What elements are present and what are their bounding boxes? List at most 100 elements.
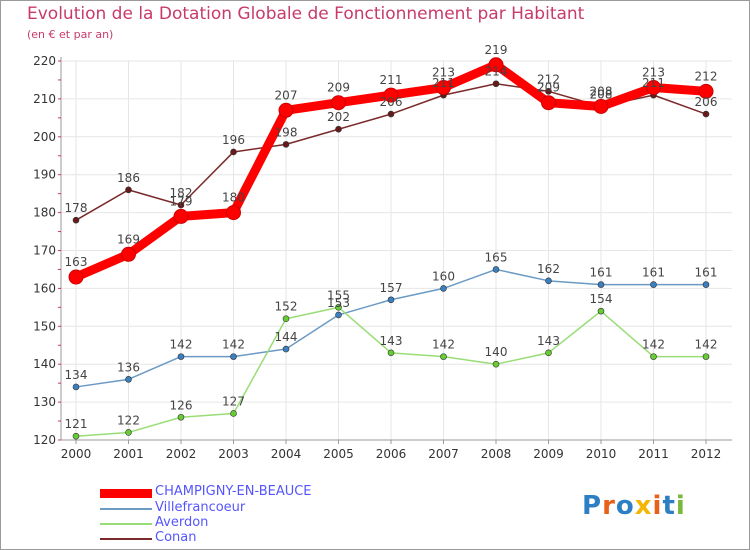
data-point (125, 429, 132, 436)
x-tick-label: 2003 (218, 447, 249, 461)
data-label: 165 (485, 250, 508, 264)
data-point (650, 281, 657, 288)
data-point (545, 277, 552, 285)
chart-title: Evolution de la Dotation Globale de Fonc… (27, 4, 585, 24)
x-tick-label: 2002 (166, 447, 197, 461)
data-point (702, 353, 710, 360)
data-label: 196 (222, 133, 245, 147)
data-point (68, 269, 84, 285)
data-point (541, 95, 556, 111)
y-tick-label: 180 (33, 206, 56, 220)
data-label: 157 (380, 281, 403, 295)
data-point (278, 102, 294, 118)
data-point (387, 110, 395, 118)
proxiti-logo: Proxiti (582, 491, 686, 521)
y-tick-label: 200 (33, 130, 56, 144)
data-label: 209 (327, 81, 350, 95)
data-point (593, 98, 609, 114)
data-point (646, 80, 661, 96)
data-point (650, 353, 657, 360)
data-point (72, 432, 80, 440)
x-tick-label: 2006 (376, 447, 407, 461)
legend-label: CHAMPIGNY-EN-BEAUCE (155, 484, 312, 499)
data-point (436, 80, 451, 96)
data-point (331, 95, 346, 111)
data-point (125, 186, 132, 194)
data-point (177, 413, 185, 421)
data-point (282, 345, 290, 353)
data-label: 212 (537, 72, 560, 86)
data-label: 143 (380, 334, 403, 348)
data-label: 152 (275, 300, 298, 314)
data-point (383, 87, 399, 103)
x-tick-label: 2005 (323, 447, 354, 461)
data-label: 136 (117, 360, 140, 374)
legend-swatch (100, 508, 152, 510)
data-point (177, 353, 185, 360)
data-point (597, 281, 605, 288)
x-tick-label: 2010 (586, 447, 617, 461)
data-label: 213 (642, 66, 665, 80)
x-tick-label: 2001 (113, 447, 144, 461)
data-label: 209 (537, 81, 560, 95)
data-label: 180 (222, 191, 245, 205)
data-label: 202 (327, 110, 350, 124)
data-label: 178 (65, 201, 88, 215)
data-point (335, 311, 342, 319)
data-label: 206 (380, 95, 403, 109)
data-label: 162 (537, 262, 560, 276)
x-tick-label: 2004 (271, 447, 302, 461)
data-label: 142 (222, 338, 245, 352)
y-tick-label: 140 (33, 357, 56, 371)
data-point (177, 201, 185, 209)
data-label: 160 (432, 269, 455, 283)
data-point (545, 88, 552, 95)
data-label: 214 (485, 65, 508, 79)
data-label: 163 (65, 255, 88, 269)
data-label: 144 (275, 330, 298, 344)
data-point (226, 205, 241, 221)
data-point (387, 349, 395, 357)
data-label: 198 (275, 125, 298, 139)
data-label: 121 (65, 417, 88, 431)
data-label: 182 (170, 186, 193, 200)
data-label: 211 (380, 73, 403, 87)
data-label: 207 (275, 88, 298, 102)
data-point (698, 83, 714, 99)
data-label: 142 (432, 338, 455, 352)
data-point (488, 57, 504, 73)
data-point (335, 304, 342, 311)
data-point (492, 266, 500, 273)
legend-swatch (100, 538, 152, 540)
legend-label: Conan (155, 530, 197, 545)
chart-subtitle: (en € et par an) (27, 28, 114, 41)
data-point (702, 281, 710, 288)
data-point (125, 376, 132, 383)
legend-label: Villefrancoeur (155, 500, 246, 515)
y-tick-label: 120 (33, 433, 56, 447)
y-tick-label: 170 (33, 244, 56, 258)
data-label: 219 (485, 43, 508, 57)
data-label: 127 (222, 394, 245, 408)
data-point (387, 296, 395, 304)
data-label: 213 (432, 66, 455, 80)
data-point (702, 110, 710, 118)
data-point (230, 410, 237, 417)
data-label: 161 (590, 266, 613, 280)
data-label: 212 (695, 69, 718, 83)
data-label: 154 (590, 292, 613, 306)
data-label: 142 (170, 338, 193, 352)
data-label: 211 (432, 76, 455, 90)
legend-label: Averdon (155, 515, 209, 530)
data-label: 161 (695, 266, 718, 280)
data-point (121, 246, 136, 262)
data-label: 140 (485, 345, 508, 359)
data-label: 134 (65, 368, 88, 382)
data-label: 206 (695, 95, 718, 109)
data-point (282, 141, 290, 148)
data-point (282, 315, 290, 323)
data-point (230, 148, 237, 156)
data-label: 208 (590, 87, 613, 101)
data-label: 122 (117, 413, 140, 427)
